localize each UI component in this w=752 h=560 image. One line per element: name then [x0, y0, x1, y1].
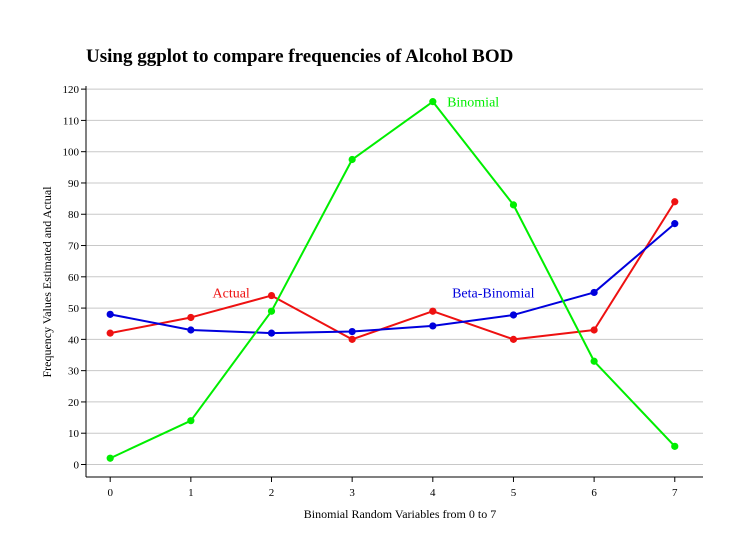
y-tick-label-20: 20 — [68, 397, 80, 409]
y-axis-label: Frequency Values Estimated and Actual — [40, 186, 54, 378]
data-point-actual-4 — [429, 307, 437, 315]
data-point-binomial-4 — [429, 98, 437, 106]
series-label-actual: Actual — [213, 286, 250, 301]
y-tick-label-70: 70 — [68, 241, 80, 253]
x-axis-label: Binomial Random Variables from 0 to 7 — [304, 507, 496, 521]
y-tick-label-110: 110 — [63, 115, 80, 127]
data-point-actual-0 — [106, 329, 114, 337]
y-tick-label-100: 100 — [63, 147, 80, 159]
data-point-binomial-1 — [187, 417, 195, 425]
y-tick-label-120: 120 — [63, 84, 80, 96]
data-point-binomial-2 — [267, 307, 276, 315]
x-tick-label-3: 3 — [349, 487, 355, 499]
series-line-beta-binomial — [110, 222, 676, 335]
y-tick-label-50: 50 — [68, 303, 80, 315]
series-line-binomial — [109, 100, 676, 460]
x-tick-label-6: 6 — [591, 487, 597, 499]
data-point-beta-binomial-2 — [267, 329, 276, 337]
x-tick-label-0: 0 — [107, 487, 113, 499]
data-point-binomial-3 — [348, 155, 356, 164]
data-point-beta-binomial-4 — [429, 322, 437, 330]
data-point-binomial-0 — [106, 454, 114, 462]
series-label-beta-binomial: Beta-Binomial — [452, 286, 535, 301]
axes: 0 10 20 30 40 50 60 70 80 90 100 110 120 0 1 2 3 4 5 6 7 — [63, 84, 703, 499]
data-point-actual-3 — [348, 335, 356, 343]
chart-title: Using ggplot to compare frequencies of A… — [86, 46, 513, 67]
y-tick-label-30: 30 — [68, 366, 80, 378]
data-point-beta-binomial-1 — [187, 326, 195, 334]
x-tick-label-2: 2 — [269, 487, 275, 499]
data-point-binomial-6 — [590, 357, 598, 365]
y-tick-label-0: 0 — [74, 459, 80, 471]
data-point-actual-5 — [509, 335, 518, 343]
series-labels: Actual Beta-Binomial Binomial — [213, 96, 535, 302]
data-point-beta-binomial-0 — [106, 310, 114, 318]
x-tick-label-5: 5 — [511, 487, 517, 499]
y-tick-label-10: 10 — [68, 428, 80, 440]
gridlines — [86, 88, 703, 465]
x-tick-label-7: 7 — [672, 487, 678, 499]
y-tick-label-90: 90 — [68, 178, 80, 190]
y-tick-label-80: 80 — [68, 209, 80, 221]
data-point-beta-binomial-3 — [348, 327, 356, 336]
data-point-actual-7 — [671, 198, 679, 206]
y-tick-label-60: 60 — [68, 272, 80, 284]
data-point-binomial-7 — [671, 442, 679, 450]
data-point-actual-1 — [187, 313, 195, 322]
y-tick-label-40: 40 — [68, 334, 80, 346]
data-point-beta-binomial-6 — [590, 288, 598, 297]
x-tick-label-4: 4 — [430, 487, 436, 499]
data-point-actual-2 — [267, 291, 276, 300]
data-point-beta-binomial-5 — [509, 311, 518, 319]
data-point-actual-6 — [590, 326, 598, 334]
series-label-binomial: Binomial — [447, 96, 499, 111]
data-point-beta-binomial-7 — [671, 220, 679, 228]
series-lines — [106, 98, 679, 462]
series-line-actual — [110, 201, 676, 341]
x-tick-label-1: 1 — [188, 487, 194, 499]
data-point-binomial-5 — [509, 201, 518, 209]
